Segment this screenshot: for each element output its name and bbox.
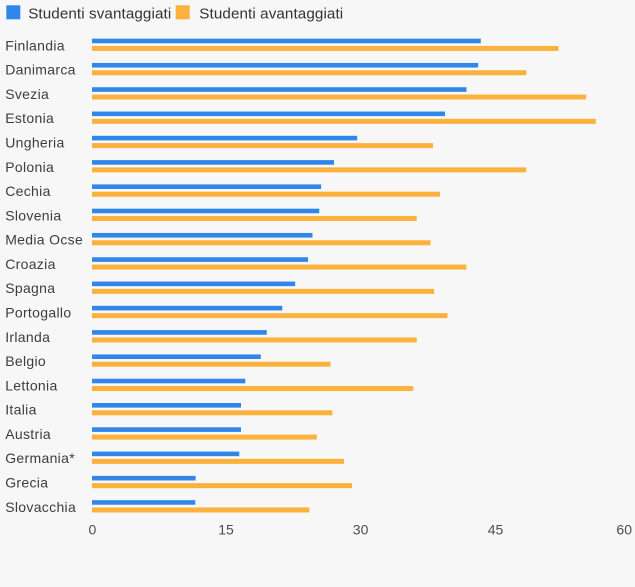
svg-text:Media Ocse: Media Ocse [5, 232, 83, 248]
svg-text:Irlanda: Irlanda [5, 329, 50, 345]
svg-text:0: 0 [89, 522, 97, 538]
svg-text:Polonia: Polonia [5, 159, 54, 175]
svg-text:Croazia: Croazia [5, 256, 55, 272]
svg-text:Estonia: Estonia [5, 110, 54, 126]
svg-text:Ungheria: Ungheria [5, 134, 64, 150]
svg-text:Finlandia: Finlandia [5, 37, 65, 53]
svg-text:Slovacchia: Slovacchia [5, 499, 76, 515]
svg-text:Germania*: Germania* [5, 450, 75, 466]
svg-text:45: 45 [488, 522, 504, 538]
svg-text:Spagna: Spagna [5, 280, 55, 296]
svg-text:Austria: Austria [5, 426, 51, 442]
svg-text:Studenti avantaggiati: Studenti avantaggiati [199, 6, 343, 23]
svg-text:Lettonia: Lettonia [5, 377, 57, 393]
svg-text:Slovenia: Slovenia [5, 207, 61, 223]
svg-text:Svezia: Svezia [5, 86, 49, 102]
svg-text:Studenti svantaggiati: Studenti svantaggiati [28, 6, 171, 23]
svg-text:Cechia: Cechia [5, 183, 51, 199]
svg-text:30: 30 [353, 522, 369, 538]
svg-text:Danimarca: Danimarca [5, 62, 76, 78]
svg-text:Italia: Italia [5, 402, 37, 418]
svg-text:Belgio: Belgio [5, 353, 46, 369]
svg-text:15: 15 [218, 522, 234, 538]
svg-text:60: 60 [616, 522, 632, 538]
svg-text:Portogallo: Portogallo [5, 304, 71, 320]
svg-text:Grecia: Grecia [5, 475, 48, 491]
